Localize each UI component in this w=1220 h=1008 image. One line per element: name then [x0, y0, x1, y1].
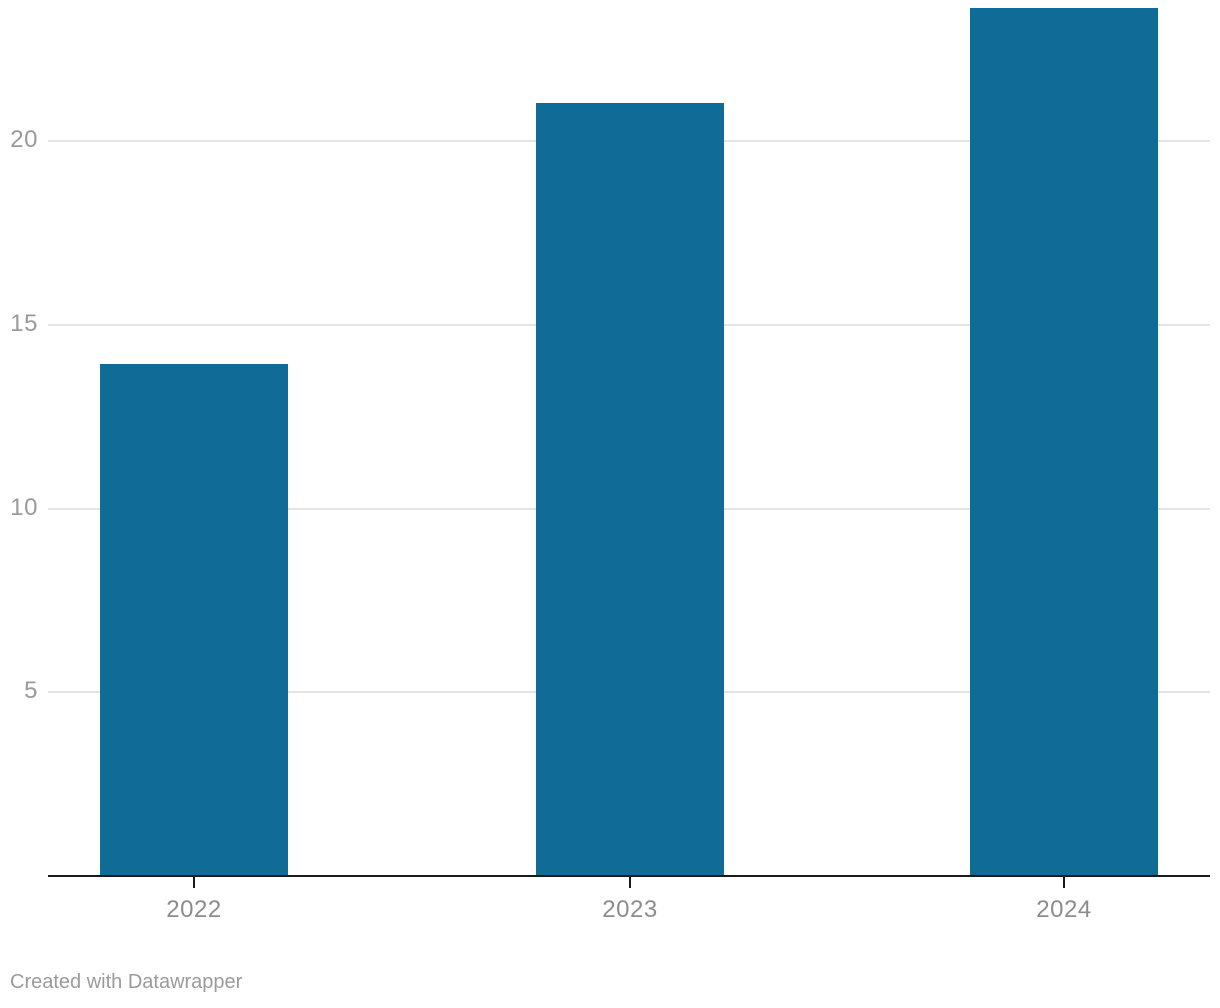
x-axis-label-2023: 2023 [602, 896, 658, 923]
y-axis-tick-label: 20 [10, 126, 38, 153]
x-axis-label-2024: 2024 [1036, 896, 1092, 923]
bar-2022[interactable] [100, 364, 288, 875]
y-axis-tick-label: 15 [10, 310, 38, 337]
x-axis-tick [629, 877, 631, 888]
y-axis-tick-label: 10 [10, 494, 38, 521]
plot-area: 5 10 15 20 2022 2023 2024 [10, 7, 1210, 923]
bar-2024[interactable] [970, 7, 1158, 875]
x-axis-tick [193, 877, 195, 888]
x-axis-line [48, 875, 1210, 877]
y-axis-tick-label: 5 [24, 677, 38, 704]
bar-2023[interactable] [536, 103, 724, 875]
datawrapper-attribution-link[interactable]: Created with Datawrapper [10, 971, 243, 993]
x-axis-tick [1063, 877, 1065, 888]
x-axis-label-2022: 2022 [166, 896, 222, 923]
